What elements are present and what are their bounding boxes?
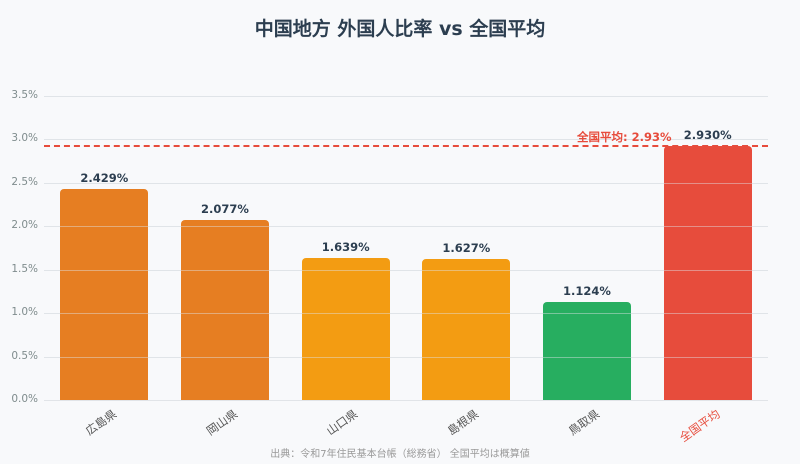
y-tick-label: 1.0% [11, 306, 38, 319]
gridline-overlay [44, 96, 768, 97]
gridline [44, 269, 768, 271]
bar-4 [422, 258, 511, 400]
y-tick-label: 1.5% [11, 262, 38, 275]
y-tick-label: 2.0% [11, 219, 38, 232]
bar-2 [181, 219, 269, 400]
x-tick-label: 鳥取県 [565, 406, 602, 439]
bar-6 [663, 145, 752, 400]
bar-1 [60, 189, 149, 400]
y-tick-label: 2.5% [11, 175, 38, 188]
value-label: 2.429% [80, 171, 129, 186]
gridline-overlay [44, 182, 768, 184]
value-label: 2.930% [683, 127, 732, 142]
gridline-overlay [44, 313, 768, 315]
gridline-overlay [44, 356, 768, 358]
value-label: 1.124% [563, 284, 611, 299]
gridline-overlay [44, 139, 768, 141]
x-tick-label: 島根県 [444, 406, 481, 439]
x-tick-label: 全国平均 [676, 406, 723, 445]
bar-5 [543, 302, 631, 400]
y-tick-label: 3.0% [11, 132, 38, 145]
value-label: 1.627% [442, 240, 491, 255]
x-tick-label: 広島県 [82, 406, 119, 439]
gridline [44, 139, 768, 141]
gridline [44, 182, 768, 184]
x-tick-label: 岡山県 [203, 406, 240, 439]
gridline [44, 96, 768, 97]
y-tick-label: 0.5% [11, 349, 38, 362]
value-label: 2.077% [201, 201, 249, 216]
x-tick-label: 山口県 [323, 406, 361, 439]
gridline [44, 226, 768, 228]
gridline [44, 400, 768, 401]
y-tick-label: 0.0% [11, 393, 38, 405]
source-note: 出典：令和7年住民基本台帳（総務省） 全国平均は概算値 [270, 449, 530, 460]
average-reference-label: 全国平均: 2.93% [577, 129, 672, 144]
gridline [44, 356, 768, 358]
gridline-overlay [44, 269, 768, 271]
value-label: 1.639% [321, 239, 370, 254]
y-tick-label: 3.5% [11, 89, 38, 101]
bar-3 [301, 257, 390, 400]
average-reference-line [44, 144, 768, 147]
gridline [44, 313, 768, 315]
chart-title: 中国地方 外国人比率 vs 全国平均 [254, 18, 546, 40]
gridline-overlay [44, 226, 768, 228]
